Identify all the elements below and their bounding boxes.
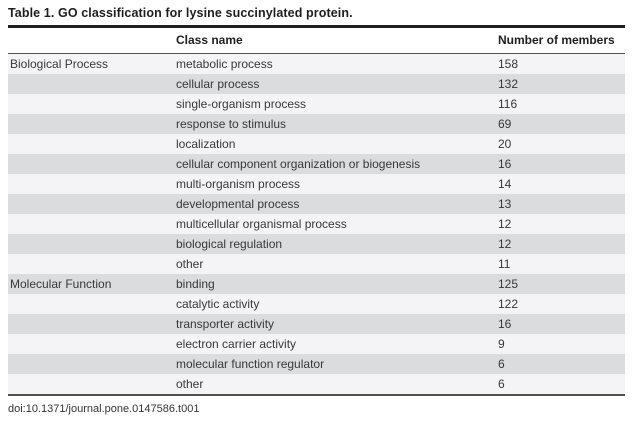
table-row: transporter activity 16: [8, 314, 625, 335]
members-count-cell: 69: [498, 117, 512, 132]
members-count-cell: 125: [498, 277, 519, 292]
class-name-cell: other: [176, 377, 204, 392]
table-row: Molecular Function binding 125: [8, 274, 625, 295]
table-row: multi-organism process 14: [8, 174, 625, 195]
table-row: biological regulation 12: [8, 234, 625, 255]
members-count-cell: 16: [498, 317, 512, 332]
class-name-cell: single-organism process: [176, 97, 307, 112]
table-row: developmental process 13: [8, 194, 625, 215]
class-name-cell: catalytic activity: [176, 297, 260, 312]
class-name-cell: biological regulation: [176, 237, 283, 252]
table-row: catalytic activity 122: [8, 294, 625, 315]
members-count-cell: 16: [498, 157, 512, 172]
table-row: localization 20: [8, 134, 625, 155]
header-divider-rule: [8, 52, 625, 55]
class-name-cell: cellular process: [176, 77, 260, 92]
table-row: Biological Process metabolic process 158: [8, 54, 625, 75]
members-count-cell: 132: [498, 77, 519, 92]
class-name-cell: developmental process: [176, 197, 300, 212]
members-count-cell: 12: [498, 237, 512, 252]
table-row: single-organism process 116: [8, 94, 625, 115]
table-row: electron carrier activity 9: [8, 334, 625, 355]
table-bottom-rule: [8, 394, 625, 396]
class-name-cell: electron carrier activity: [176, 337, 297, 352]
class-name-cell: metabolic process: [176, 57, 273, 72]
members-count-cell: 9: [498, 337, 505, 352]
class-name-cell: multicellular organismal process: [176, 217, 347, 232]
class-name-cell: binding: [176, 277, 215, 292]
category-cell: Biological Process: [10, 57, 109, 72]
table-title: Table 1. GO classification for lysine su…: [8, 6, 353, 20]
class-name-cell: cellular component organization or bioge…: [176, 157, 421, 172]
table-header-row: Class name Number of members: [8, 28, 625, 53]
title-divider-rule: [8, 25, 625, 28]
members-count-cell: 12: [498, 217, 512, 232]
members-count-cell: 6: [498, 357, 505, 372]
class-name-cell: multi-organism process: [176, 177, 301, 192]
table-row: response to stimulus 69: [8, 114, 625, 135]
members-count-cell: 158: [498, 57, 519, 72]
class-name-cell: other: [176, 257, 204, 272]
table-row: cellular process 132: [8, 74, 625, 95]
members-count-cell: 14: [498, 177, 512, 192]
table-row: molecular function regulator 6: [8, 354, 625, 375]
header-members-cell: Number of members: [498, 33, 615, 47]
table-body: Biological Process metabolic process 158 ce…: [0, 54, 640, 395]
members-count-cell: 11: [498, 257, 511, 272]
members-count-cell: 6: [498, 377, 505, 392]
class-name-cell: response to stimulus: [176, 117, 287, 132]
doi-text: doi:10.1371/journal.pone.0147586.t001: [8, 402, 200, 415]
table-row: other 6: [8, 374, 625, 395]
members-count-cell: 20: [498, 137, 512, 152]
members-count-cell: 116: [498, 97, 518, 112]
class-name-cell: molecular function regulator: [176, 357, 325, 372]
table-row: other 11: [8, 254, 625, 275]
class-name-cell: transporter activity: [176, 317, 275, 332]
category-cell: Molecular Function: [10, 277, 112, 292]
header-class-name-cell: Class name: [176, 33, 243, 47]
table-row: cellular component organization or bioge…: [8, 154, 625, 175]
go-classification-table-figure: Table 1. GO classification for lysine su…: [0, 6, 640, 431]
table-row: multicellular organismal process 12: [8, 214, 625, 235]
members-count-cell: 13: [498, 197, 512, 212]
class-name-cell: localization: [176, 137, 236, 152]
members-count-cell: 122: [498, 297, 519, 312]
